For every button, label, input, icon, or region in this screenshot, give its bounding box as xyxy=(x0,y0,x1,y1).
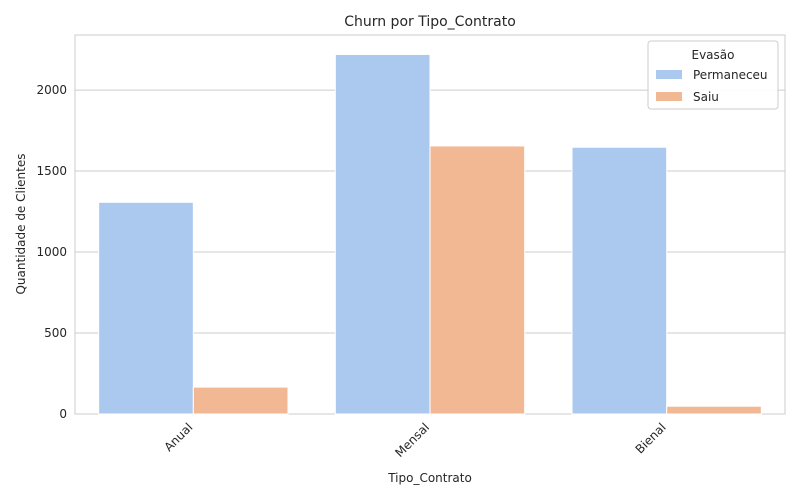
bar-bienal-saiu xyxy=(666,405,762,415)
legend-label-saiu: Saiu xyxy=(693,90,719,104)
bar-anual-saiu xyxy=(192,386,289,415)
legend-swatch-saiu xyxy=(656,92,682,101)
y-tick-label-500: 500 xyxy=(44,326,67,340)
bars xyxy=(98,53,762,415)
bar-mensal-saiu xyxy=(429,145,526,415)
y-tick-labels: 0 500 1000 1500 2000 xyxy=(36,83,67,421)
legend: Evasão Permaneceu Saiu xyxy=(647,40,779,110)
bar-anual-permaneceu xyxy=(98,201,194,415)
bar-mensal-permaneceu xyxy=(334,53,431,415)
y-tick-label-0: 0 xyxy=(59,407,67,421)
x-axis-title: Tipo_Contrato xyxy=(387,471,472,485)
legend-title: Evasão xyxy=(692,48,735,62)
chart-title: Churn por Tipo_Contrato xyxy=(344,14,516,30)
y-tick-label-1500: 1500 xyxy=(36,164,67,178)
y-tick-label-1000: 1000 xyxy=(36,245,67,259)
y-axis-title: Quantidade de Clientes xyxy=(14,153,28,294)
legend-swatch-permaneceu xyxy=(656,70,682,79)
y-tick-label-2000: 2000 xyxy=(36,83,67,97)
legend-label-permaneceu: Permaneceu xyxy=(693,68,768,82)
bar-bienal-permaneceu xyxy=(571,146,668,415)
